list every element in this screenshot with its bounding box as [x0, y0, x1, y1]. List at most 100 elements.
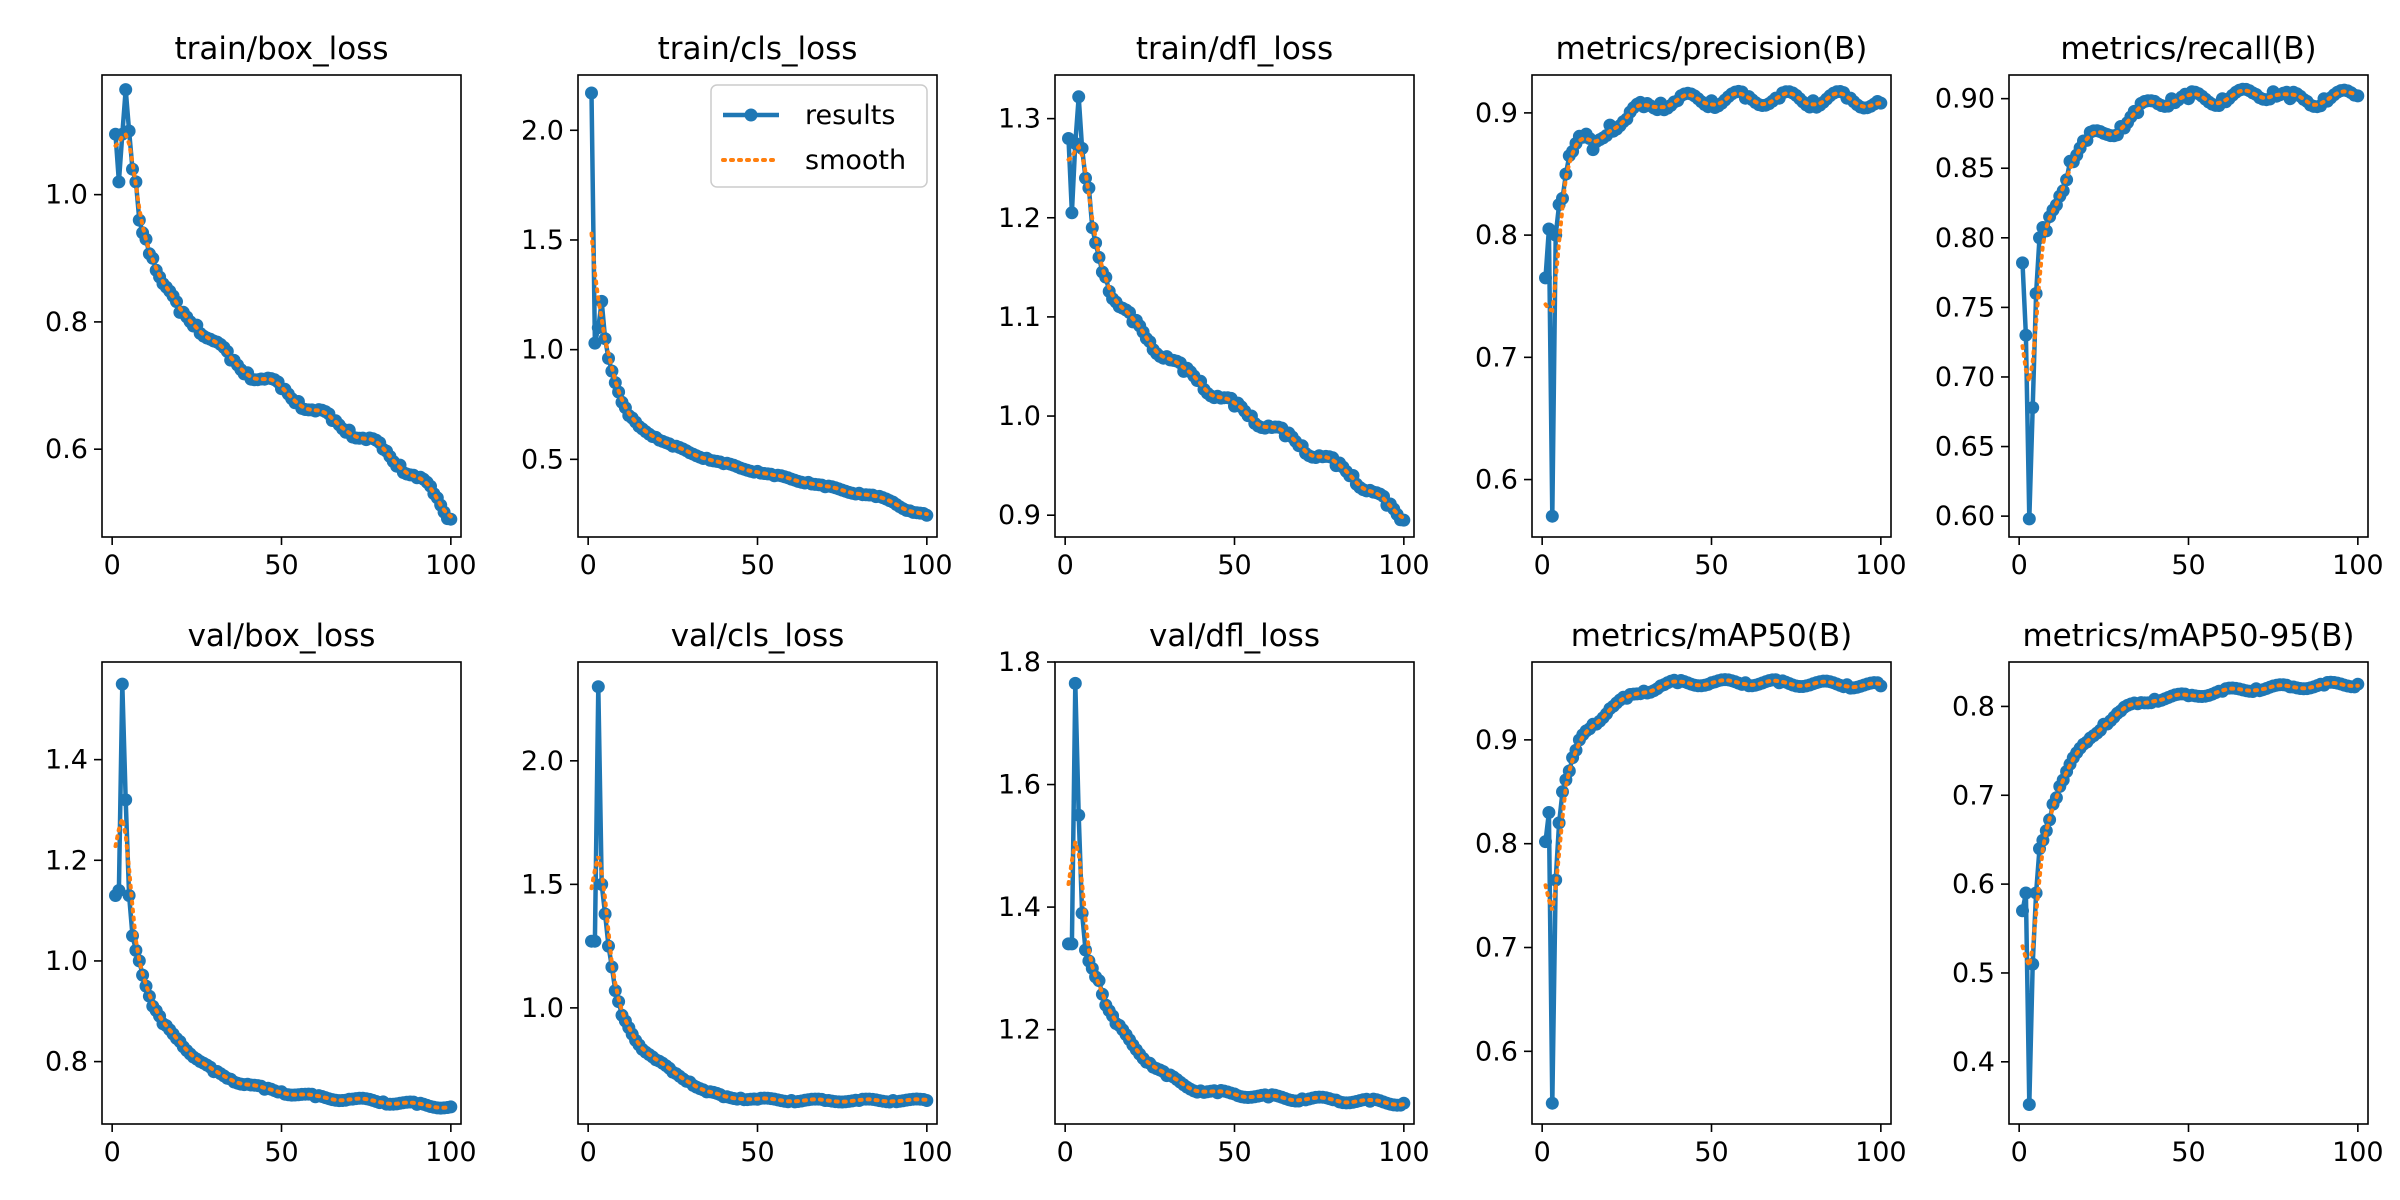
y-tick-label: 1.0 [521, 335, 564, 366]
results-point [1072, 808, 1086, 822]
results-point [2026, 401, 2040, 415]
y-tick-label: 1.0 [45, 180, 88, 211]
x-tick-label: 100 [901, 550, 953, 581]
x-tick-label: 100 [2332, 550, 2384, 581]
smooth-line [589, 855, 929, 1104]
y-tick-label: 1.5 [521, 869, 564, 900]
smooth-line [1543, 678, 1883, 911]
axes-frame [1054, 661, 1415, 1125]
y-tick-label: 0.8 [1475, 829, 1518, 860]
x-tick-label: 0 [1534, 1137, 1551, 1168]
x-tick-label: 50 [1217, 1137, 1251, 1168]
subplot-metrics-map50-b-: metrics/mAP50(B) 0 50 100 0.6 0.7 0.8 0.9 [1475, 618, 1907, 1168]
subplot-metrics-precision-b-: metrics/precision(B) 0 50 100 0.6 0.7 0.8 0.9 [1475, 31, 1907, 581]
y-tick-label: 1.4 [45, 745, 88, 776]
y-tick-label: 0.6 [1952, 869, 1995, 900]
x-tick-label: 100 [1855, 1137, 1907, 1168]
subplot-train-dfl-loss: train/dfl_loss 0 50 100 0.9 1.0 1.1 1.2 1.3 [998, 31, 1430, 581]
y-tick-label: 0.70 [1935, 362, 1995, 393]
results-point [2019, 886, 2033, 900]
smooth-line [113, 810, 453, 1110]
results-point [1539, 271, 1552, 285]
subplot-title: val/dfl_loss [1149, 618, 1320, 654]
x-tick-label: 100 [1378, 550, 1430, 581]
y-tick-label: 1.2 [998, 203, 1041, 234]
results-point [119, 793, 133, 807]
results-point [1545, 509, 1559, 523]
results-point [122, 889, 136, 902]
results-point [588, 336, 602, 350]
x-tick-label: 50 [1694, 550, 1728, 581]
results-point [2016, 256, 2029, 270]
y-tick-label: 2.0 [521, 746, 564, 777]
y-tick-label: 0.6 [1475, 1036, 1518, 1067]
subplot-train-cls-loss: train/cls_loss 0 50 100 0.5 1.0 1.5 2.0 results s… [521, 31, 953, 581]
results-point [2019, 328, 2033, 342]
subplot-val-dfl-loss: val/dfl_loss 0 50 100 1.2 1.4 1.6 1.8 [998, 618, 1430, 1168]
subplot-title: metrics/precision(B) [1556, 31, 1868, 67]
results-point [444, 1100, 458, 1114]
smooth-line [2020, 681, 2360, 973]
y-tick-label: 0.85 [1935, 153, 1995, 184]
axes-frame [101, 661, 462, 1125]
x-tick-label: 100 [901, 1137, 953, 1168]
legend-smooth-label: smooth [805, 145, 906, 176]
results-point [115, 677, 129, 691]
results-point [1545, 1096, 1559, 1110]
subplot-title: val/cls_loss [671, 618, 845, 654]
results-point [2022, 1098, 2036, 1111]
results-point [1065, 937, 1079, 951]
results-point [1072, 90, 1086, 104]
y-tick-label: 1.2 [998, 1015, 1041, 1046]
results-line [2020, 680, 2360, 1107]
smooth-line [113, 131, 453, 519]
y-tick-label: 0.75 [1935, 292, 1995, 323]
axes-frame [577, 661, 938, 1125]
results-point [2351, 89, 2365, 103]
subplot-metrics-map50-95-b-: metrics/mAP50-95(B) 0 50 100 0.4 0.5 0.6 0.7 0.8 [1952, 618, 2384, 1168]
results-point [1874, 679, 1888, 693]
y-tick-label: 1.5 [521, 225, 564, 256]
y-tick-label: 0.4 [1952, 1047, 1995, 1078]
subplot-val-cls-loss: val/cls_loss 0 50 100 1.0 1.5 2.0 [521, 618, 953, 1168]
y-tick-label: 0.65 [1935, 432, 1995, 463]
y-tick-label: 1.0 [45, 946, 88, 977]
x-tick-label: 50 [264, 1137, 298, 1168]
results-point [1539, 835, 1552, 849]
y-tick-label: 0.60 [1935, 501, 1995, 532]
axes-frame [2008, 661, 2369, 1125]
x-tick-label: 0 [580, 1137, 597, 1168]
smooth-line [2020, 88, 2360, 382]
x-tick-label: 50 [740, 1137, 774, 1168]
x-tick-label: 0 [1057, 550, 1074, 581]
subplot-metrics-recall-b-: metrics/recall(B) 0 50 100 0.60 0.65 0.70 0.75 0… [1935, 31, 2384, 581]
results-line [1543, 677, 1883, 1106]
results-point [1556, 785, 1569, 799]
legend-results-label: results [805, 100, 895, 131]
x-tick-label: 0 [2011, 550, 2028, 581]
results-line [113, 681, 452, 1111]
results-point [2016, 904, 2029, 918]
smooth-line [1543, 91, 1883, 313]
results-point [2039, 824, 2053, 838]
results-point [112, 175, 126, 189]
results-point [1068, 676, 1082, 690]
y-tick-label: 1.4 [998, 892, 1041, 923]
x-tick-label: 100 [425, 1137, 477, 1168]
y-tick-label: 0.9 [1475, 725, 1518, 756]
x-tick-label: 0 [104, 1137, 121, 1168]
smooth-line [1066, 143, 1406, 521]
x-tick-label: 100 [2332, 1137, 2384, 1168]
results-point [112, 884, 126, 897]
subplot-title: val/box_loss [188, 618, 376, 654]
y-tick-label: 1.8 [998, 647, 1041, 678]
results-point [591, 680, 605, 694]
y-tick-label: 0.80 [1935, 223, 1995, 254]
subplot-title: train/cls_loss [658, 31, 858, 67]
axes-frame [1054, 74, 1415, 538]
results-point [1065, 206, 1079, 220]
subplot-title: train/dfl_loss [1136, 31, 1333, 67]
x-tick-label: 0 [1057, 1137, 1074, 1168]
results-line [113, 87, 452, 522]
y-tick-label: 0.6 [1475, 465, 1518, 496]
